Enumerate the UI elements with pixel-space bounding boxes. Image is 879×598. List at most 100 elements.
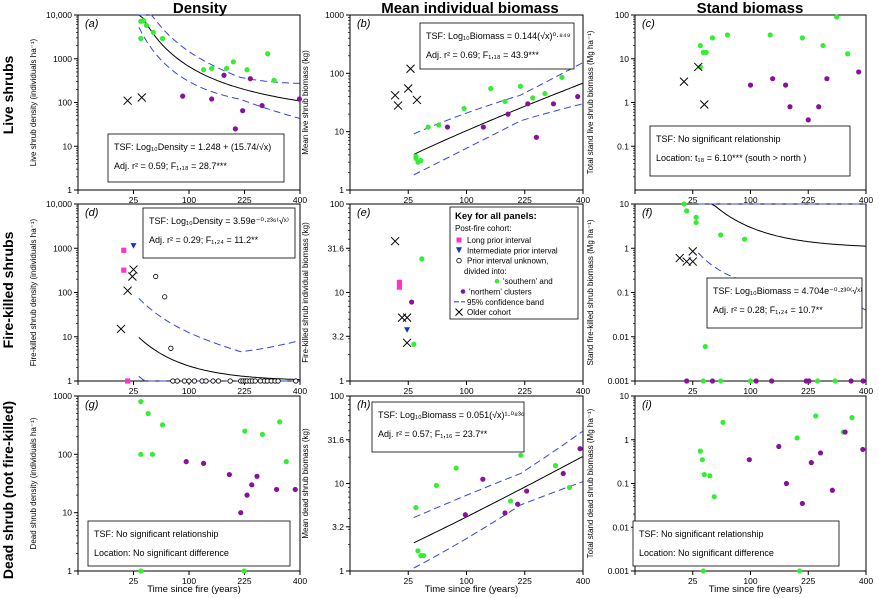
x-axis-label: Time since fire (years) <box>709 584 803 595</box>
point-unknown <box>186 378 192 384</box>
point-unknown <box>227 378 233 384</box>
x-tick-label: 25 <box>404 386 414 396</box>
ci-band-upper <box>413 431 583 519</box>
x-tick-label: 100 <box>459 576 473 586</box>
y-tick-label: 10,000 <box>46 10 72 20</box>
x-tick-label: 25 <box>129 195 139 205</box>
panel-f: 25 100 225 400 0.001 0.01 0.1 1 10 Stand fire-kil… <box>586 199 873 396</box>
x-tick-label: 100 <box>182 576 196 586</box>
x-tick-label: 100 <box>743 195 757 205</box>
point-older <box>412 95 422 105</box>
y-tick-label: 1 <box>624 98 629 108</box>
point-south <box>277 419 283 425</box>
stats-line: Adj. r² = 0.57; F₁,₁₆ = 23.7** <box>378 429 488 439</box>
y-tick-label: 100 <box>58 98 72 108</box>
point-south <box>813 413 819 419</box>
y-axis-label: Mean live shrub biomass (kg) <box>301 50 310 155</box>
stats-line: Location: No significant difference <box>94 548 229 558</box>
point-north <box>860 446 866 453</box>
y-tick-label: 100 <box>615 10 629 20</box>
x-tick-label: 225 <box>801 386 815 396</box>
row-title-live: Live shrubs <box>0 56 16 135</box>
point-south <box>507 498 514 504</box>
point-north <box>769 378 775 384</box>
stats-box <box>107 133 285 183</box>
point-south <box>419 256 425 262</box>
point-older <box>406 64 415 74</box>
y-tick-label: 0.1 <box>617 479 629 489</box>
x-tick-label: 225 <box>801 576 815 586</box>
point-north <box>848 378 854 384</box>
point-north <box>829 487 835 493</box>
point-south <box>421 552 427 559</box>
point-older <box>403 84 413 93</box>
point-north <box>249 482 255 488</box>
point-north <box>856 69 862 75</box>
stats-line: Adj. r² = 0.59; F₁,₁₈ = 28.7*** <box>114 161 227 171</box>
x-tick-label: 225 <box>518 576 532 586</box>
point-south <box>681 201 687 207</box>
point-south <box>741 236 748 242</box>
y-tick-label: 1 <box>67 376 72 386</box>
point-south <box>145 410 151 417</box>
point-south <box>684 208 690 214</box>
point-south <box>709 35 716 41</box>
point-older <box>699 100 709 109</box>
point-south <box>138 451 144 457</box>
point-older <box>393 101 403 110</box>
point-north <box>524 488 530 494</box>
point-long <box>396 284 403 290</box>
panel-letter: (a) <box>85 18 99 30</box>
point-long <box>121 267 127 273</box>
y-tick-label: 10 <box>620 199 630 209</box>
point-south <box>436 122 442 128</box>
ci-band-upper <box>138 14 300 84</box>
point-south <box>159 35 166 42</box>
point-older <box>390 236 400 246</box>
point-older <box>675 253 685 263</box>
fit-line <box>138 14 300 102</box>
point-north <box>776 443 782 450</box>
y-axis-label: Fire-killed shrub individual biomass (kg… <box>301 222 310 363</box>
stats-box <box>649 125 851 177</box>
x-tick-label: 25 <box>129 576 139 586</box>
stats-box <box>706 277 863 329</box>
point-south <box>230 59 236 65</box>
stats-line: TSF: Log₁₀Biomass = 4.704e⁻⁰·²³⁰⁽√ˣ⁾ <box>713 286 862 296</box>
point-south <box>707 473 713 479</box>
y-tick-label: 0.001 <box>608 376 630 386</box>
point-north <box>292 486 298 493</box>
point-south <box>720 419 726 425</box>
point-south <box>413 153 419 159</box>
x-tick-label: 225 <box>518 386 532 396</box>
point-unknown <box>252 378 258 384</box>
point-older <box>688 257 698 266</box>
point-north <box>480 476 486 482</box>
x-tick-label: 100 <box>459 386 473 396</box>
point-north <box>782 82 789 88</box>
point-south <box>552 463 559 469</box>
point-north <box>409 299 415 305</box>
point-south <box>724 32 731 38</box>
point-south <box>799 35 805 41</box>
point-south <box>209 65 215 72</box>
point-unknown <box>162 294 168 300</box>
stats-box <box>371 401 525 453</box>
point-north <box>533 134 540 140</box>
y-tick-label: 100 <box>330 199 344 209</box>
y-tick-label: 0.01 <box>612 332 629 342</box>
point-south <box>834 14 840 20</box>
panel-h: 25 100 225 400 Time since fire (years) 1 3.2 10… <box>301 391 590 595</box>
x-tick-label: 25 <box>129 386 139 396</box>
point-south <box>700 568 706 574</box>
point-north <box>770 76 776 82</box>
stats-line: TSF: Log₁₀Biomass = 0.144(√x)⁰·⁸⁴⁹ <box>426 31 571 41</box>
y-axis-label: Fire-killed shrub density (individuals h… <box>29 218 38 366</box>
stats-line: Location: t₁₈ = 6.10*** (south > north ) <box>656 153 806 163</box>
x-axis-label: Time since fire (years) <box>147 584 241 595</box>
point-south <box>701 471 707 478</box>
point-north <box>806 378 812 384</box>
y-axis-label: Total stand live shrub biomass (Mg ha⁻¹) <box>586 30 595 174</box>
x-tick-label: 400 <box>576 386 590 396</box>
stats-line: TSF: No significant relationship <box>639 529 764 539</box>
